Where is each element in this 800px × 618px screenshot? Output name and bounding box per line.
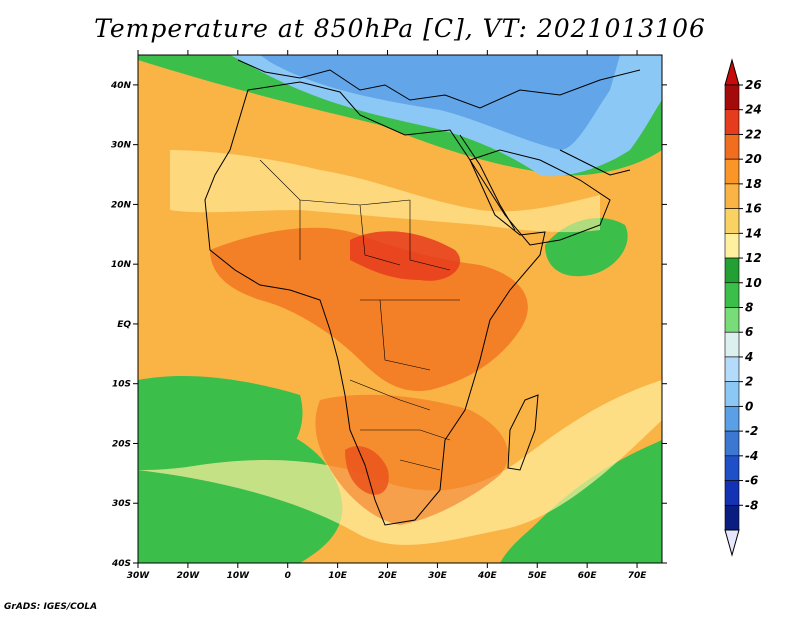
colorbar-segment (724, 183, 740, 209)
colorbar-label: 26 (745, 78, 762, 92)
indian-ocean-green (545, 217, 628, 277)
colorbar-segment (724, 455, 740, 481)
colorbar-label: 8 (745, 301, 753, 315)
colorbar-segment (724, 208, 740, 234)
southern-africa-warm (315, 394, 509, 525)
colorbar-segment (724, 158, 740, 185)
temperature-field (138, 55, 662, 563)
interior-borders (259, 159, 460, 471)
lon-tick-label: 20W (177, 571, 201, 581)
sahara-pale (170, 150, 600, 233)
madagascar-outline (507, 394, 539, 471)
colorbar-label: 14 (745, 226, 762, 240)
colorbar-segment (724, 134, 740, 160)
lat-tick-label: 20S (112, 439, 131, 449)
lon-tick-label: 50E (528, 571, 548, 581)
red-sea (459, 134, 516, 231)
colorbar-label: 24 (745, 103, 762, 117)
arabia-outline (469, 149, 611, 246)
colorbar-label: 12 (745, 251, 762, 265)
colorbar-label: -4 (745, 449, 758, 463)
colorbar-extend-top (724, 58, 740, 86)
colorbar-segment (724, 282, 740, 308)
lon-tick-label: 10E (328, 571, 348, 581)
lat-tick-label: 40N (110, 81, 132, 91)
lat-tick-label: 20N (111, 200, 132, 210)
lon-tick-label: 60E (578, 571, 598, 581)
map-title: Temperature at 850hPa [C], VT: 202101310… (94, 14, 706, 43)
colorbar-label: 4 (744, 350, 753, 364)
colorbar-label: -2 (745, 424, 758, 438)
colorbar-label: 2 (745, 375, 753, 389)
hotspot-north (350, 231, 461, 281)
coastlines (204, 59, 641, 526)
south-sea-pale (138, 380, 662, 545)
colorbar-segment (724, 109, 740, 135)
colorbar-segment (724, 406, 740, 432)
colorbar-label: 0 (745, 399, 753, 413)
lat-tick-label: 30N (111, 141, 132, 151)
colorbar-label: -8 (745, 498, 758, 512)
lat-tick-label: 10N (111, 260, 132, 270)
lon-tick-label: 30W (127, 571, 151, 581)
axis-ticks: 40N 30N 20N 10N EQ 10S 20S 30S 40S 30W 20W 10W 0 10E 2… (110, 50, 667, 581)
colorbar-segment (724, 331, 740, 358)
credit-label: GrADS: IGES/COLA (4, 602, 98, 612)
colorbar-segment (724, 504, 740, 531)
colorbar-segment (724, 480, 740, 506)
south-indian-green (500, 440, 662, 563)
colorbar-label: -6 (745, 474, 758, 488)
colorbar-segment (724, 430, 740, 457)
colorbar-segment (724, 84, 740, 111)
africa-outline (204, 81, 546, 526)
colorbar-label: 10 (745, 276, 762, 290)
lat-tick-label: 30S (112, 499, 131, 509)
lat-tick-label: EQ (117, 320, 131, 330)
colorbar-extend-bottom (724, 529, 740, 557)
lon-tick-label: 10W (227, 571, 251, 581)
colorbar-segment (724, 233, 740, 259)
colorbar-segment (724, 307, 740, 333)
colorbar-segment (724, 257, 740, 284)
lon-tick-label: 70E (628, 571, 648, 581)
colorbar-label: 16 (745, 202, 762, 216)
lat-tick-label: 40S (111, 559, 131, 569)
cold-core-blue (260, 55, 620, 150)
colorbar-label: 22 (745, 127, 762, 141)
lon-tick-label: 30E (428, 571, 448, 581)
colorbar-label: 18 (745, 177, 762, 191)
colorbar-segment (724, 356, 740, 382)
south-atlantic-green (138, 375, 303, 470)
colorbar-label: 20 (745, 152, 762, 166)
colorbar-label: 6 (745, 325, 753, 339)
plot-frame (137, 54, 663, 564)
persian-gulf (559, 149, 631, 176)
lon-tick-label: 20E (378, 571, 398, 581)
lon-tick-label: 40E (477, 571, 498, 581)
europe-coast (237, 59, 641, 109)
lat-tick-label: 10S (112, 380, 131, 390)
lon-tick-label: 0 (285, 571, 291, 581)
colorbar-segment (724, 381, 740, 407)
